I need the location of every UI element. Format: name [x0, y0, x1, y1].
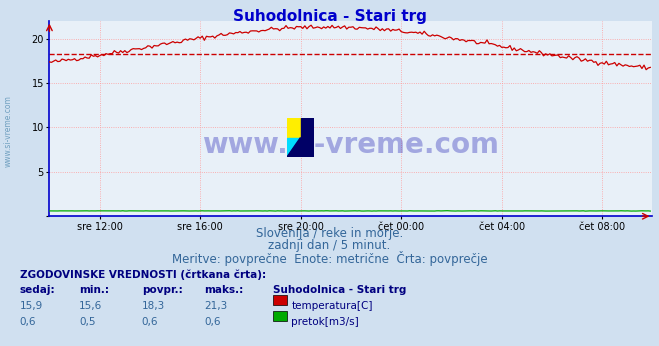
- Bar: [287, 137, 301, 157]
- Text: 0,6: 0,6: [204, 317, 221, 327]
- Polygon shape: [287, 137, 301, 157]
- Text: pretok[m3/s]: pretok[m3/s]: [291, 317, 359, 327]
- Text: sedaj:: sedaj:: [20, 285, 55, 295]
- Text: temperatura[C]: temperatura[C]: [291, 301, 373, 311]
- Text: min.:: min.:: [79, 285, 109, 295]
- Bar: [301, 118, 314, 157]
- Text: 0,5: 0,5: [79, 317, 96, 327]
- Text: Slovenija / reke in morje.: Slovenija / reke in morje.: [256, 227, 403, 240]
- Text: ZGODOVINSKE VREDNOSTI (črtkana črta):: ZGODOVINSKE VREDNOSTI (črtkana črta):: [20, 270, 266, 280]
- Text: 15,9: 15,9: [20, 301, 43, 311]
- Text: povpr.:: povpr.:: [142, 285, 183, 295]
- Text: www.si-vreme.com: www.si-vreme.com: [202, 131, 500, 159]
- Text: Suhodolnica - Stari trg: Suhodolnica - Stari trg: [233, 9, 426, 24]
- Text: 21,3: 21,3: [204, 301, 227, 311]
- Text: Meritve: povprečne  Enote: metrične  Črta: povprečje: Meritve: povprečne Enote: metrične Črta:…: [172, 251, 487, 266]
- Bar: [287, 118, 301, 137]
- Text: 0,6: 0,6: [142, 317, 158, 327]
- Text: maks.:: maks.:: [204, 285, 244, 295]
- Text: Suhodolnica - Stari trg: Suhodolnica - Stari trg: [273, 285, 407, 295]
- Text: 18,3: 18,3: [142, 301, 165, 311]
- Text: 0,6: 0,6: [20, 317, 36, 327]
- Text: zadnji dan / 5 minut.: zadnji dan / 5 minut.: [268, 239, 391, 252]
- Text: 15,6: 15,6: [79, 301, 102, 311]
- Text: www.si-vreme.com: www.si-vreme.com: [3, 95, 13, 167]
